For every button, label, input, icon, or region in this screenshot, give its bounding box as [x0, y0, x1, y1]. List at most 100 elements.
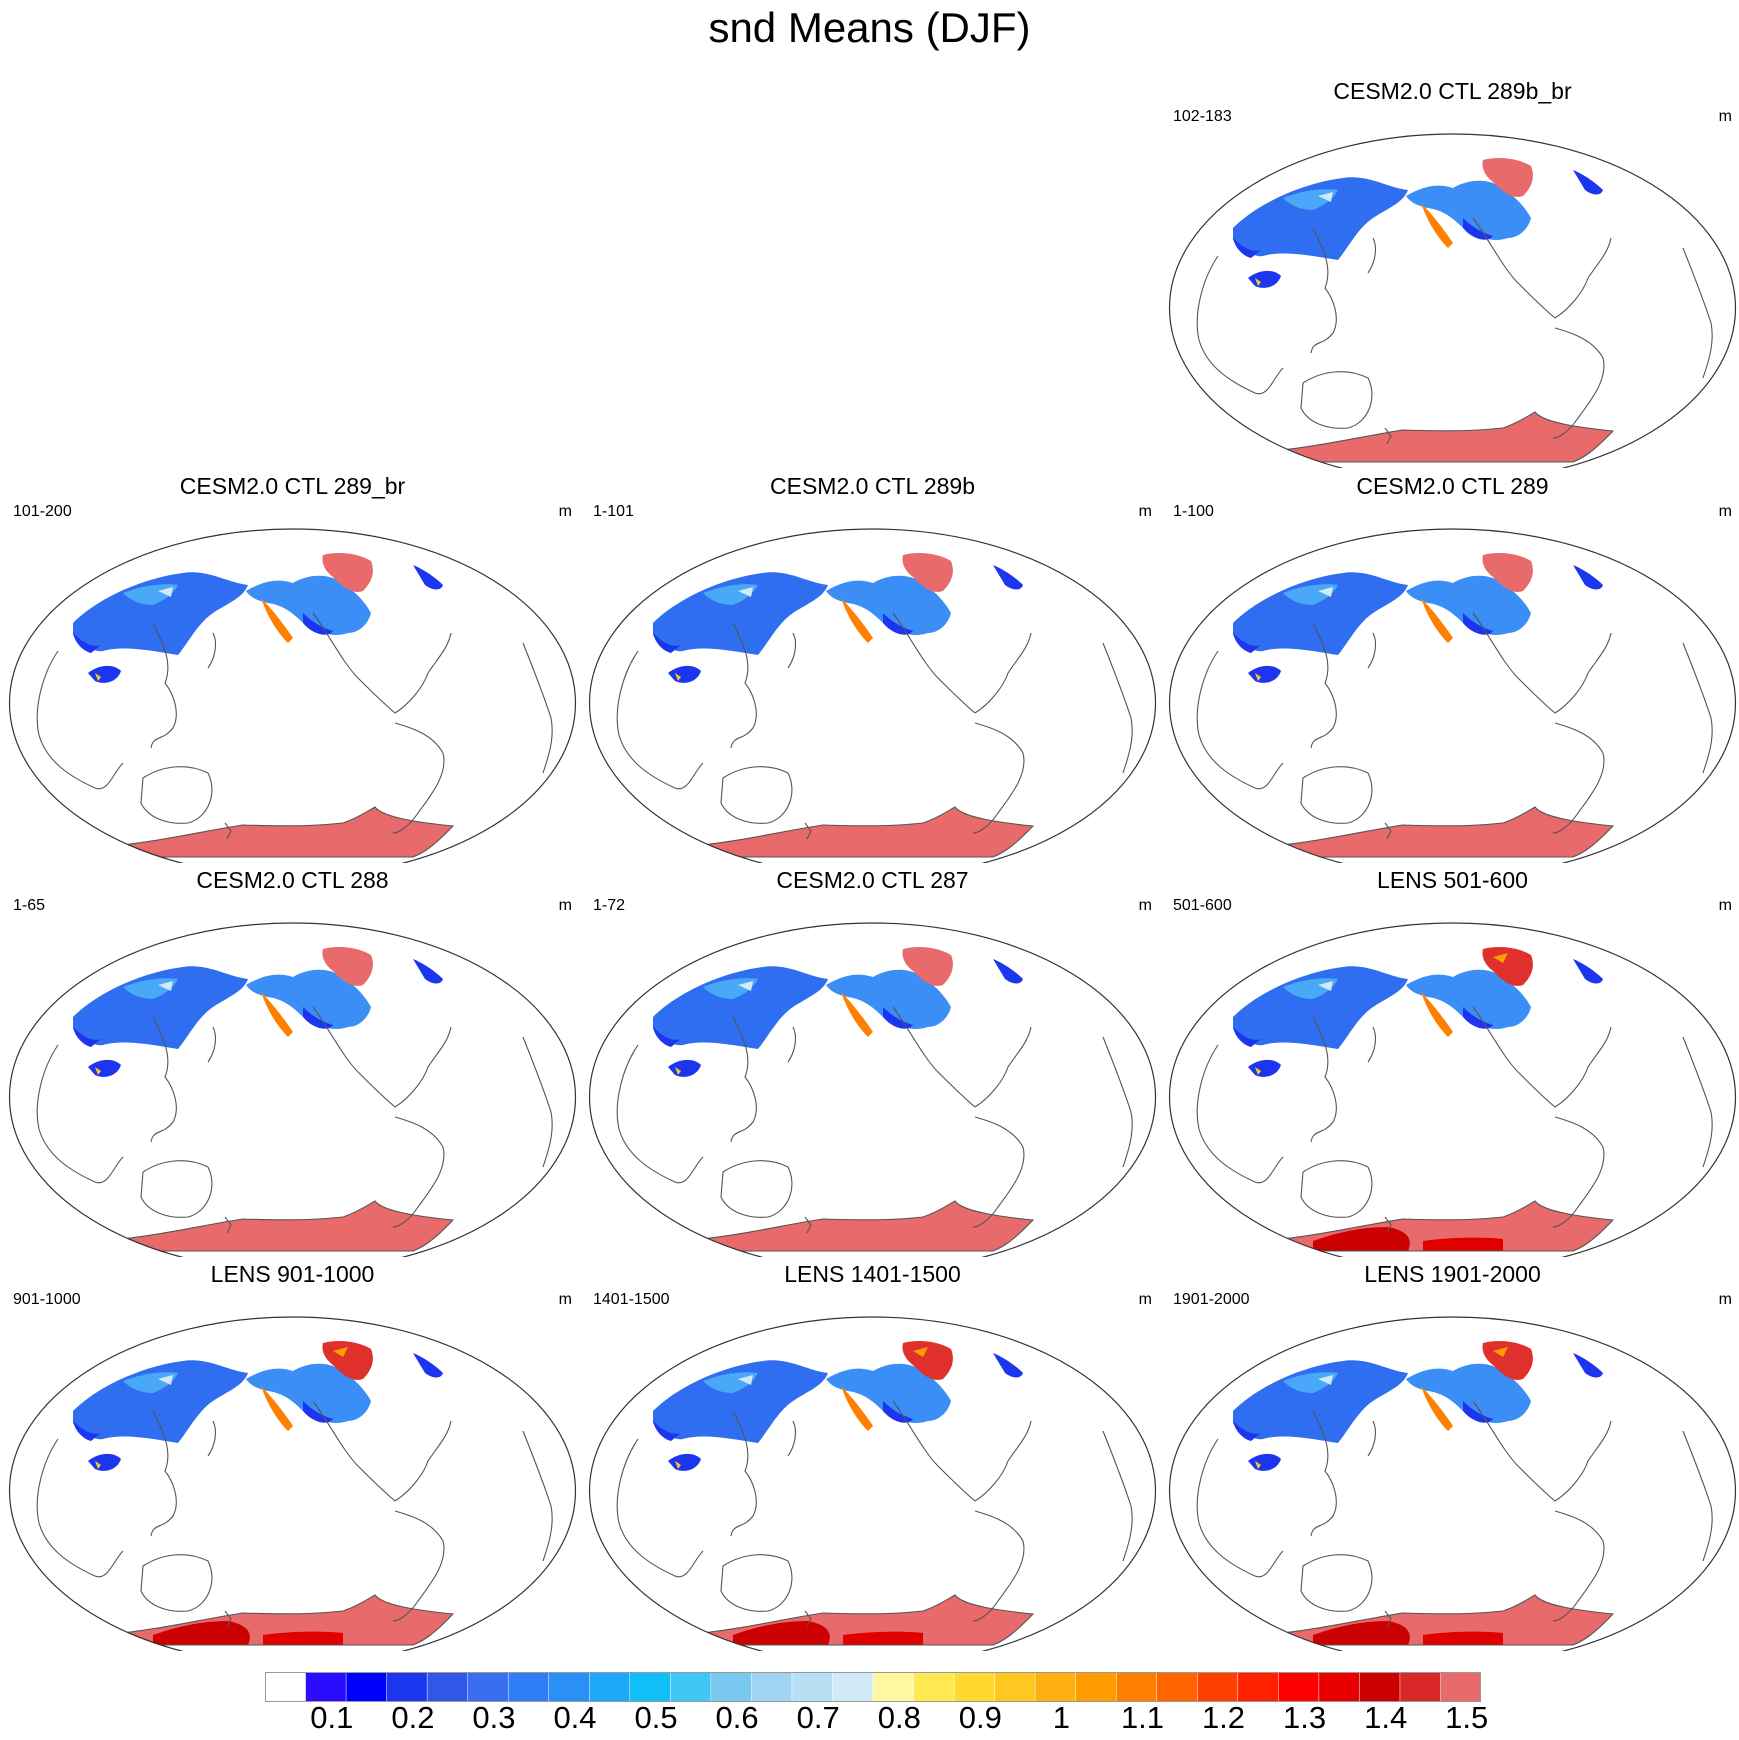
coastlines	[616, 1400, 1133, 1628]
coastlines	[36, 1400, 553, 1628]
colorbar-swatch	[710, 1672, 753, 1702]
colorbar-tick-label: 1.1	[1120, 1700, 1165, 1735]
colorbar	[265, 1672, 1481, 1702]
colorbar-tick-label: 1.5	[1445, 1700, 1489, 1735]
world-map	[1168, 528, 1737, 863]
world-map	[588, 922, 1157, 1257]
panel-year-range: 501-600	[1173, 897, 1232, 914]
panel-unit: m	[1138, 897, 1152, 914]
snow-depth-field	[1233, 158, 1613, 462]
map-panel: LENS 901-1000 901-1000 m	[3, 1261, 582, 1651]
snow-depth-field	[1233, 947, 1613, 1251]
coastlines	[1196, 1400, 1713, 1628]
map-boundary	[588, 528, 1157, 863]
colorbar-swatch	[1399, 1672, 1442, 1702]
colorbar-swatch	[1197, 1672, 1239, 1702]
colorbar-tick-label: 0.4	[553, 1700, 597, 1735]
panel-unit: m	[1718, 108, 1732, 125]
colorbar-tick-label: 0.5	[634, 1700, 678, 1735]
colorbar-swatch	[426, 1672, 469, 1702]
map-boundary	[588, 922, 1157, 1257]
panel-title: CESM2.0 CTL 289b_br	[1333, 78, 1572, 104]
snow-depth-field	[73, 1341, 453, 1645]
snow-depth-field	[653, 947, 1033, 1251]
colorbar-swatch	[1359, 1672, 1401, 1702]
panel-year-range: 1-101	[593, 503, 634, 520]
coastlines	[1196, 217, 1713, 445]
colorbar-swatch	[1440, 1672, 1481, 1702]
map-panel: CESM2.0 CTL 289_br 101-200 m	[3, 473, 582, 863]
colorbar-swatch	[589, 1672, 631, 1702]
world-map	[1168, 133, 1737, 468]
colorbar-swatch	[345, 1672, 388, 1702]
colorbar-tick-label: 0.6	[715, 1700, 759, 1735]
map-boundary	[1168, 1316, 1737, 1651]
panel-title: LENS 1401-1500	[784, 1261, 961, 1287]
map-panel: LENS 501-600 501-600 m	[1163, 867, 1739, 1257]
map-boundary	[1168, 528, 1737, 863]
world-map	[8, 922, 577, 1257]
colorbar-swatch	[1156, 1672, 1199, 1702]
snow-depth-field	[1233, 1341, 1613, 1645]
world-map	[8, 528, 577, 863]
colorbar-swatch	[1237, 1672, 1280, 1702]
colorbar-tick-label: 0.1	[310, 1700, 354, 1735]
colorbar-swatch	[751, 1672, 793, 1702]
coastlines	[616, 612, 1133, 840]
panel-unit: m	[1718, 1291, 1732, 1308]
map-panel: LENS 1401-1500 1401-1500 m	[583, 1261, 1162, 1651]
colorbar-labels: 0.1 0.2 0.3 0.4 0.5 0.6 0.7 0.8 0.9 1 1.1 1.2 1.3 1.4…	[265, 1700, 1488, 1740]
panel-year-range: 1401-1500	[593, 1291, 670, 1308]
colorbar-swatch	[872, 1672, 915, 1702]
world-map	[1168, 922, 1737, 1257]
colorbar-swatch	[913, 1672, 955, 1702]
colorbar-swatch	[832, 1672, 874, 1702]
colorbar-swatch	[1034, 1672, 1077, 1702]
map-panel: CESM2.0 CTL 289 1-100 m	[1163, 473, 1739, 863]
snow-depth-field	[73, 553, 453, 857]
colorbar-tick-label: 1	[1052, 1700, 1071, 1735]
panel-year-range: 1-100	[1173, 503, 1214, 520]
map-boundary	[1168, 133, 1737, 468]
panel-title: CESM2.0 CTL 289	[1356, 473, 1549, 499]
panel-title: LENS 901-1000	[210, 1261, 375, 1287]
colorbar-tick-label: 1.3	[1283, 1700, 1327, 1735]
panel-unit: m	[1718, 897, 1732, 914]
colorbar-swatch	[1075, 1672, 1117, 1702]
coastlines	[1196, 612, 1713, 840]
snow-depth-field	[73, 947, 453, 1251]
colorbar-swatch	[629, 1672, 672, 1702]
map-boundary	[8, 922, 577, 1257]
colorbar-tick-label: 0.8	[877, 1700, 921, 1735]
colorbar-swatch	[670, 1672, 712, 1702]
world-map	[8, 1316, 577, 1651]
colorbar-swatch	[953, 1672, 996, 1702]
panel-year-range: 1-65	[13, 897, 46, 914]
colorbar-swatch	[791, 1672, 834, 1702]
colorbar-tick-label: 0.3	[472, 1700, 516, 1735]
panel-unit: m	[558, 897, 572, 914]
colorbar-tick-label: 0.2	[391, 1700, 435, 1735]
figure-title: snd Means (DJF)	[708, 4, 1031, 51]
map-boundary	[1168, 922, 1737, 1257]
colorbar-tick-label: 0.7	[796, 1700, 840, 1735]
map-boundary	[588, 1316, 1157, 1651]
world-map	[588, 528, 1157, 863]
colorbar-swatch	[467, 1672, 509, 1702]
colorbar-swatch	[1278, 1672, 1320, 1702]
colorbar-swatch	[507, 1672, 550, 1702]
colorbar-tick-label: 1.2	[1201, 1700, 1246, 1735]
map-panel: CESM2.0 CTL 289b 1-101 m	[583, 473, 1162, 863]
colorbar-swatch	[1318, 1672, 1361, 1702]
panel-title: CESM2.0 CTL 288	[196, 867, 389, 893]
colorbar-swatch	[265, 1672, 307, 1702]
colorbar-tick-label: 1.4	[1364, 1700, 1408, 1735]
map-boundary	[8, 528, 577, 863]
snow-depth-field	[653, 1341, 1033, 1645]
panel-unit: m	[558, 503, 572, 520]
map-panel: LENS 1901-2000 1901-2000 m	[1163, 1261, 1739, 1651]
panel-title: LENS 1901-2000	[1364, 1261, 1541, 1287]
panel-title: CESM2.0 CTL 289b	[770, 473, 975, 499]
coastlines	[1196, 1006, 1713, 1234]
map-panel: CESM2.0 CTL 289b_br 102-183 m	[1163, 78, 1739, 468]
